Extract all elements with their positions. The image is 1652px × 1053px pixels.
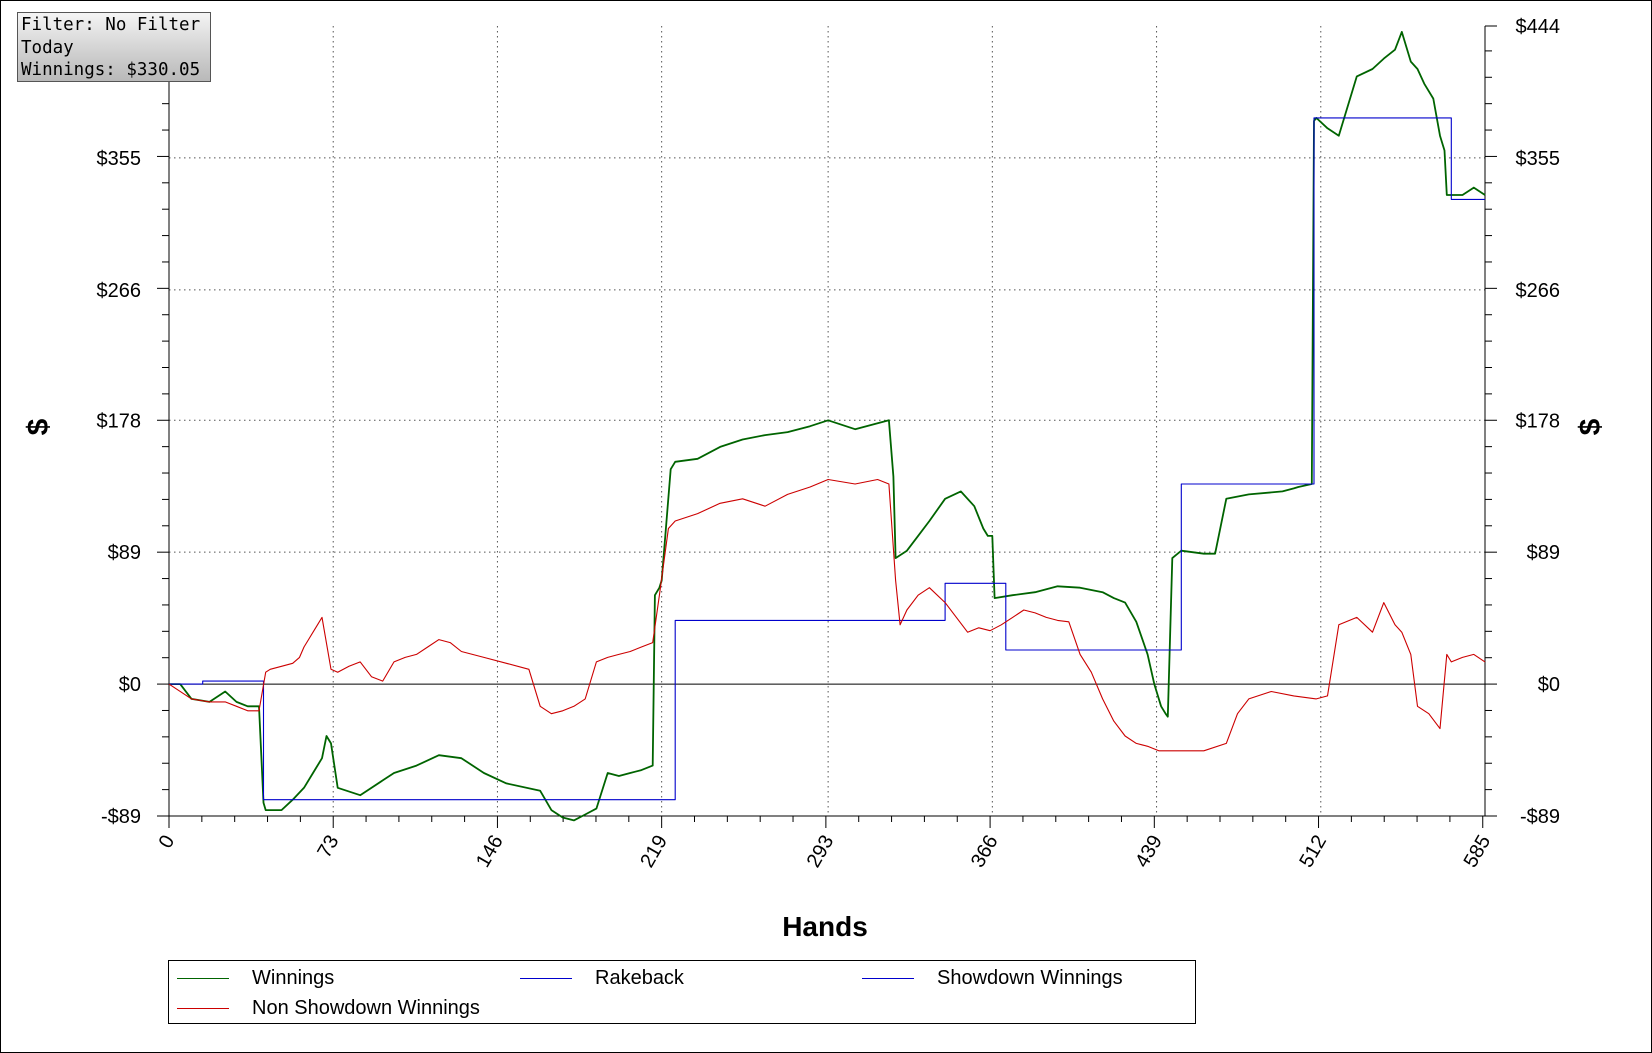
label-layer: -$89 -$89 $0 $0 $89 $89 $178 $178 $266 $266 $355 $3… [97, 16, 1561, 871]
series-line-winnings [169, 30, 1486, 822]
x-tick-label: 293 [803, 832, 839, 872]
series-line-showdown [169, 117, 1485, 801]
filter-info-box: Filter: No Filter Today Winnings: $330.0… [17, 12, 211, 82]
x-tick-label: 219 [636, 832, 672, 872]
x-tick-label: 146 [472, 832, 508, 872]
filter-text: Filter: No Filter [21, 15, 201, 35]
x-tick-label: 0 [155, 832, 180, 853]
x-tick-label: 366 [967, 831, 1003, 871]
y-tick-label-left: $355 [97, 148, 142, 170]
y-tick-label-right: $89 [1527, 542, 1560, 564]
y-tick-label-left: $266 [97, 280, 142, 302]
period-text: Today [21, 37, 74, 58]
y-axis-title-right: $ [1574, 418, 1607, 435]
axis-layer [157, 25, 1497, 828]
legend-label: Non Showdown Winnings [252, 997, 480, 1019]
legend-label: Showdown Winnings [937, 967, 1123, 989]
winnings-total-text: Winnings: $330.05 [21, 60, 201, 80]
y-tick-label-right: -$89 [1520, 806, 1560, 828]
y-axis-title-left: $ [22, 418, 55, 435]
legend-swatch-rakeback [520, 978, 572, 979]
y-tick-label-right: $0 [1538, 674, 1560, 696]
x-tick-label: 512 [1295, 832, 1331, 872]
x-axis-title: Hands [782, 911, 868, 942]
y-tick-label-left: $89 [108, 542, 141, 564]
y-tick-label-left: $0 [119, 674, 141, 696]
y-tick-label-right: $444 [1516, 16, 1561, 38]
legend-swatch-showdown-winnings [862, 978, 914, 979]
y-tick-label-right: $355 [1516, 148, 1561, 170]
y-tick-label-left: -$89 [101, 806, 141, 828]
x-tick-label: 73 [313, 832, 343, 862]
y-tick-label-left: $178 [97, 410, 142, 432]
series-layer [168, 30, 1486, 822]
x-tick-label: 585 [1460, 832, 1496, 872]
series-line-non-showdown [168, 478, 1486, 752]
legend: Winnings Rakeback Showdown Winnings Non … [168, 960, 1196, 1024]
legend-label: Rakeback [595, 967, 684, 989]
legend-swatch-non-showdown-winnings [177, 1008, 229, 1009]
legend-swatch-winnings [177, 978, 229, 979]
legend-label: Winnings [252, 967, 335, 989]
y-tick-label-right: $178 [1516, 410, 1561, 432]
y-tick-label-right: $266 [1516, 280, 1561, 302]
x-tick-label: 439 [1131, 832, 1167, 872]
